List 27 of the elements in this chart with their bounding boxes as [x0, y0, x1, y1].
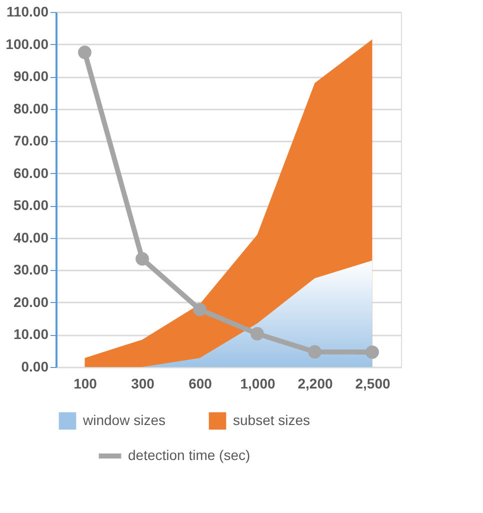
legend-label: window sizes: [82, 412, 166, 428]
point: [366, 345, 379, 359]
y-tick-label: 90.00: [13, 68, 49, 84]
y-tick-label: 10.00: [13, 326, 49, 342]
y-tick-label: 80.00: [13, 100, 49, 116]
x-tick-label: 100: [74, 376, 98, 392]
point: [78, 46, 92, 60]
y-tick-label: 30.00: [13, 262, 49, 278]
point: [193, 302, 206, 316]
y-tick-label: 70.00: [13, 132, 49, 149]
x-tick-label: 2,200: [298, 376, 333, 392]
y-tick-label: 0.00: [21, 358, 49, 374]
y-tick-label: 60.00: [13, 164, 49, 181]
point: [136, 252, 149, 266]
y-tick-label: 50.00: [13, 197, 49, 214]
x-tick-label: 2,500: [355, 376, 390, 392]
y-tick-label: 110.00: [6, 4, 49, 20]
y-tick-label: 20.00: [13, 294, 49, 310]
x-tick-label: 600: [188, 376, 212, 392]
x-tick-label: 1,000: [240, 376, 276, 392]
x-tick-label: 300: [131, 376, 155, 392]
legend-label: subset sizes: [233, 412, 310, 428]
point: [250, 327, 264, 340]
point: [308, 345, 322, 359]
legend-label: detection time (sec): [128, 447, 250, 463]
y-tick-label: 100.00: [6, 36, 49, 52]
y-tick-label: 40.00: [13, 229, 49, 246]
